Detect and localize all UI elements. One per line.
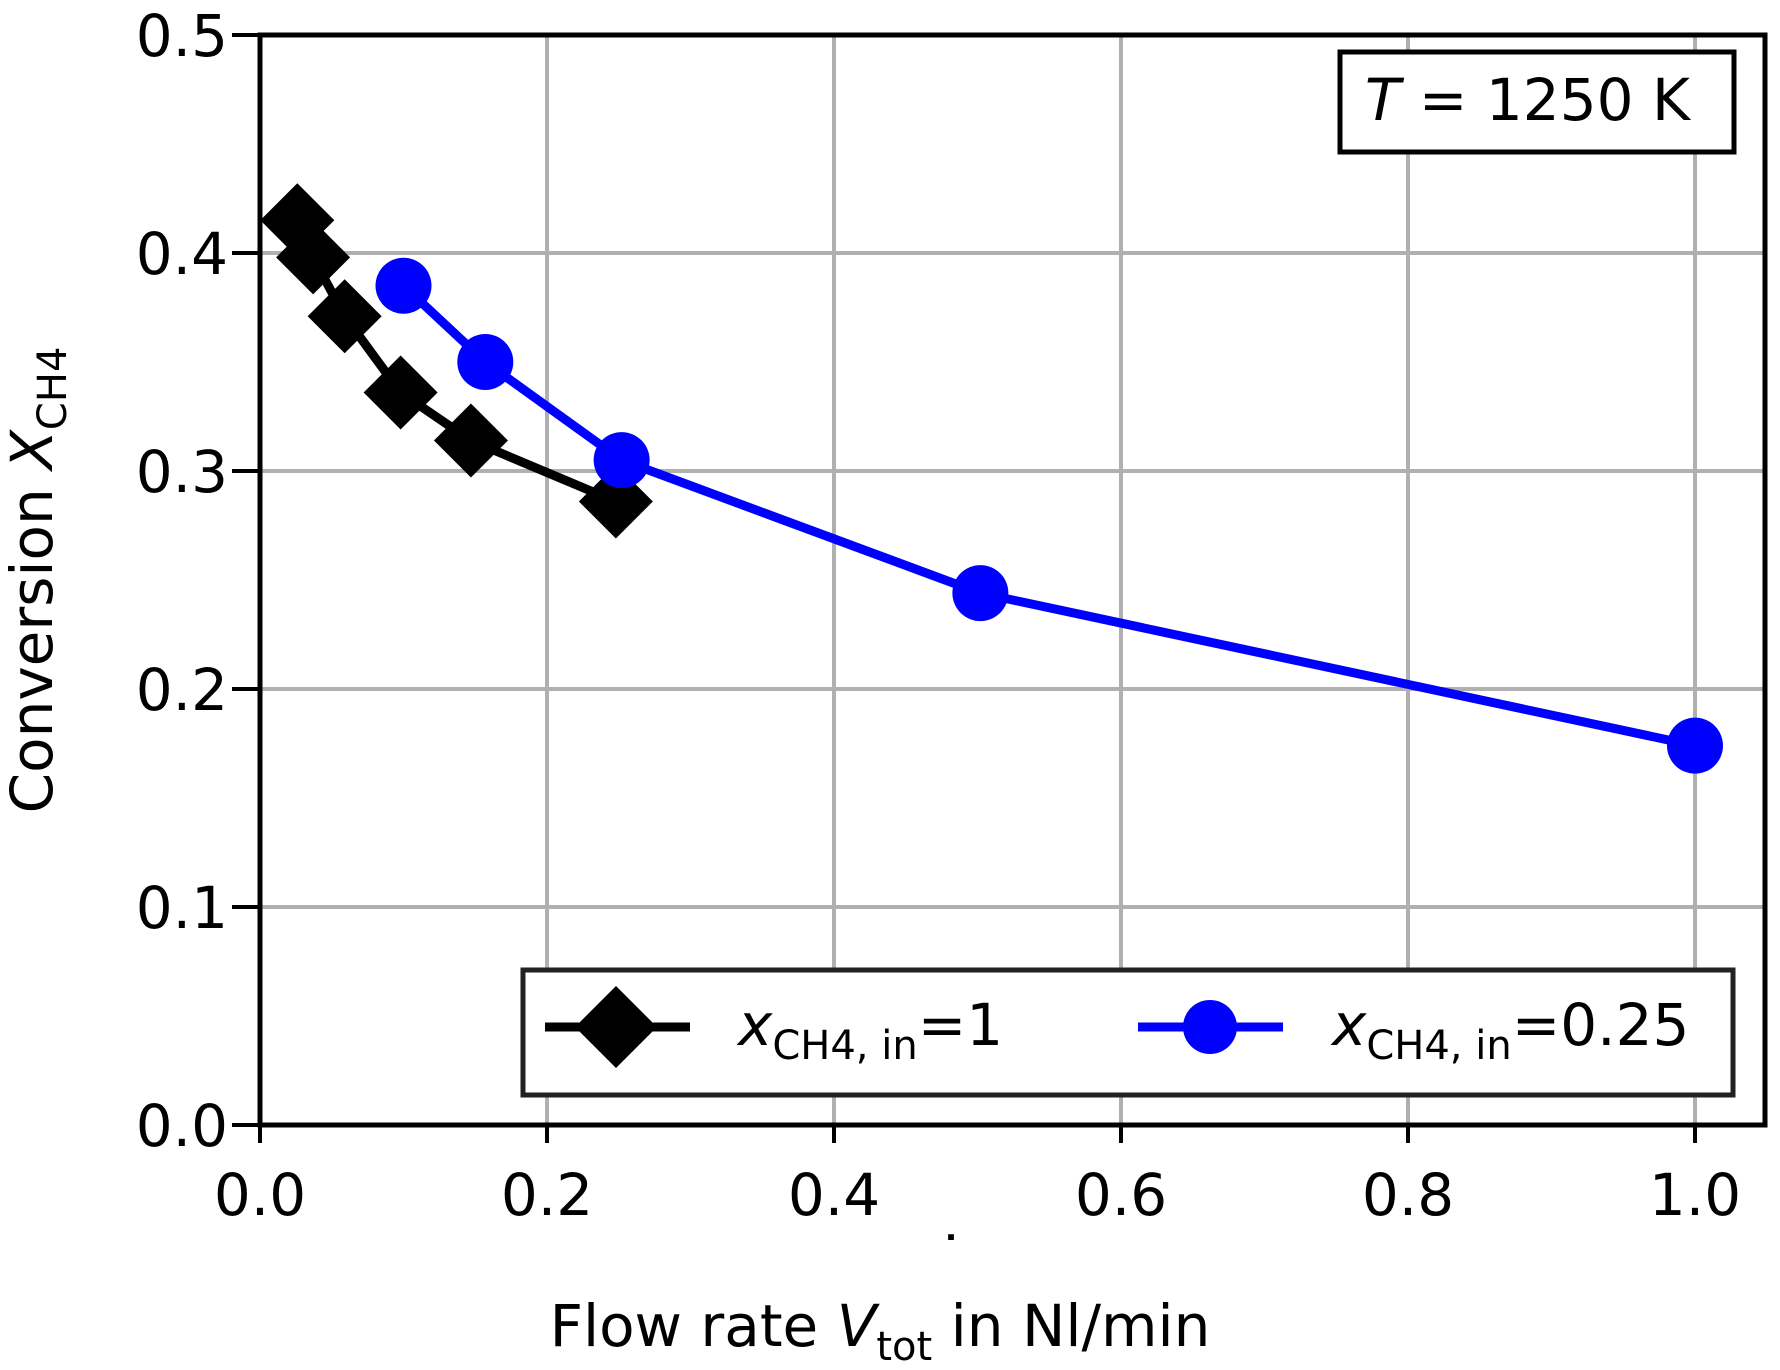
series-2-point-2 <box>457 334 514 390</box>
x-axis-label-symbol: V <box>837 1292 881 1360</box>
series-1-point-4 <box>363 355 438 430</box>
grid <box>258 33 1765 1127</box>
series-1-point-3 <box>307 279 382 354</box>
plot-frame <box>257 32 1768 1128</box>
series-1-point-2 <box>276 220 351 295</box>
series-2-point-3 <box>593 432 650 489</box>
annotation-text: T = 1250 K <box>1365 66 1692 134</box>
legend-label-series-2: xCH4, in=0.25 <box>1330 991 1689 1069</box>
series-1 <box>260 183 653 539</box>
y-axis-label-prefix: Conversion <box>0 470 66 814</box>
series-2-point-1 <box>375 257 432 314</box>
series-layer <box>260 183 1723 774</box>
x-axis-label-prefix: Flow rate <box>550 1292 837 1360</box>
legend-series-2-symbol: x <box>1330 991 1367 1059</box>
x-tick-label-0: 0.0 <box>214 1161 306 1229</box>
x-axis-label-dot: ˙ <box>937 1224 966 1292</box>
legend: xCH4, in=1 xCH4, in=0.25 <box>520 967 1736 1098</box>
y-tick-label-5: 0.5 <box>136 2 228 70</box>
y-axis-label: Conversion XCH4 <box>0 347 76 814</box>
x-tick-label-3: 0.6 <box>1075 1161 1167 1229</box>
y-tick-label-1: 0.1 <box>136 874 228 942</box>
x-tick-label-2: 0.4 <box>788 1161 880 1229</box>
series-2 <box>375 257 1723 774</box>
x-tick-label-5: 1.0 <box>1649 1161 1741 1229</box>
x-tick-label-4: 0.8 <box>1362 1161 1454 1229</box>
x-axis-label-suffix: in Nl/min <box>932 1292 1210 1360</box>
series-2-point-4 <box>952 565 1009 622</box>
y-tick-label-0: 0.0 <box>136 1092 228 1160</box>
legend-series-1-value: =1 <box>918 991 1004 1059</box>
temperature-annotation: T = 1250 K <box>1337 49 1737 155</box>
series-2-point-5 <box>1667 717 1723 774</box>
legend-series-2-value: =0.25 <box>1512 991 1690 1059</box>
legend-box <box>520 967 1736 1098</box>
y-tick-label-4: 0.4 <box>136 220 228 288</box>
y-tick-label-3: 0.3 <box>136 438 228 506</box>
annotation-value: = 1250 K <box>1400 66 1692 134</box>
y-axis-label-symbol: X <box>0 429 66 473</box>
legend-series-1-sub: CH4, in <box>772 1023 917 1069</box>
legend-marker-circle <box>1183 1000 1237 1054</box>
legend-series-1-symbol: x <box>736 991 773 1059</box>
y-tick-label-2: 0.2 <box>136 656 228 724</box>
legend-series-2-sub: CH4, in <box>1366 1023 1511 1069</box>
x-tick-label-1: 0.2 <box>501 1161 593 1229</box>
x-axis-label-sub: tot <box>876 1324 932 1370</box>
ticks: 0.0 0.2 0.4 0.6 0.8 1.0 0.0 0.1 0.2 0.3 0.4 0.5 <box>136 2 1741 1229</box>
annotation-symbol: T <box>1365 66 1405 134</box>
y-axis-label-sub: CH4 <box>30 347 76 430</box>
legend-marker-diamond <box>575 986 657 1068</box>
legend-label-series-1: xCH4, in=1 <box>736 991 1003 1069</box>
series-1-point-5 <box>433 403 508 478</box>
x-axis-label: Flow rate Vtot in Nl/min <box>550 1292 1211 1370</box>
annotation-box <box>1337 49 1737 155</box>
